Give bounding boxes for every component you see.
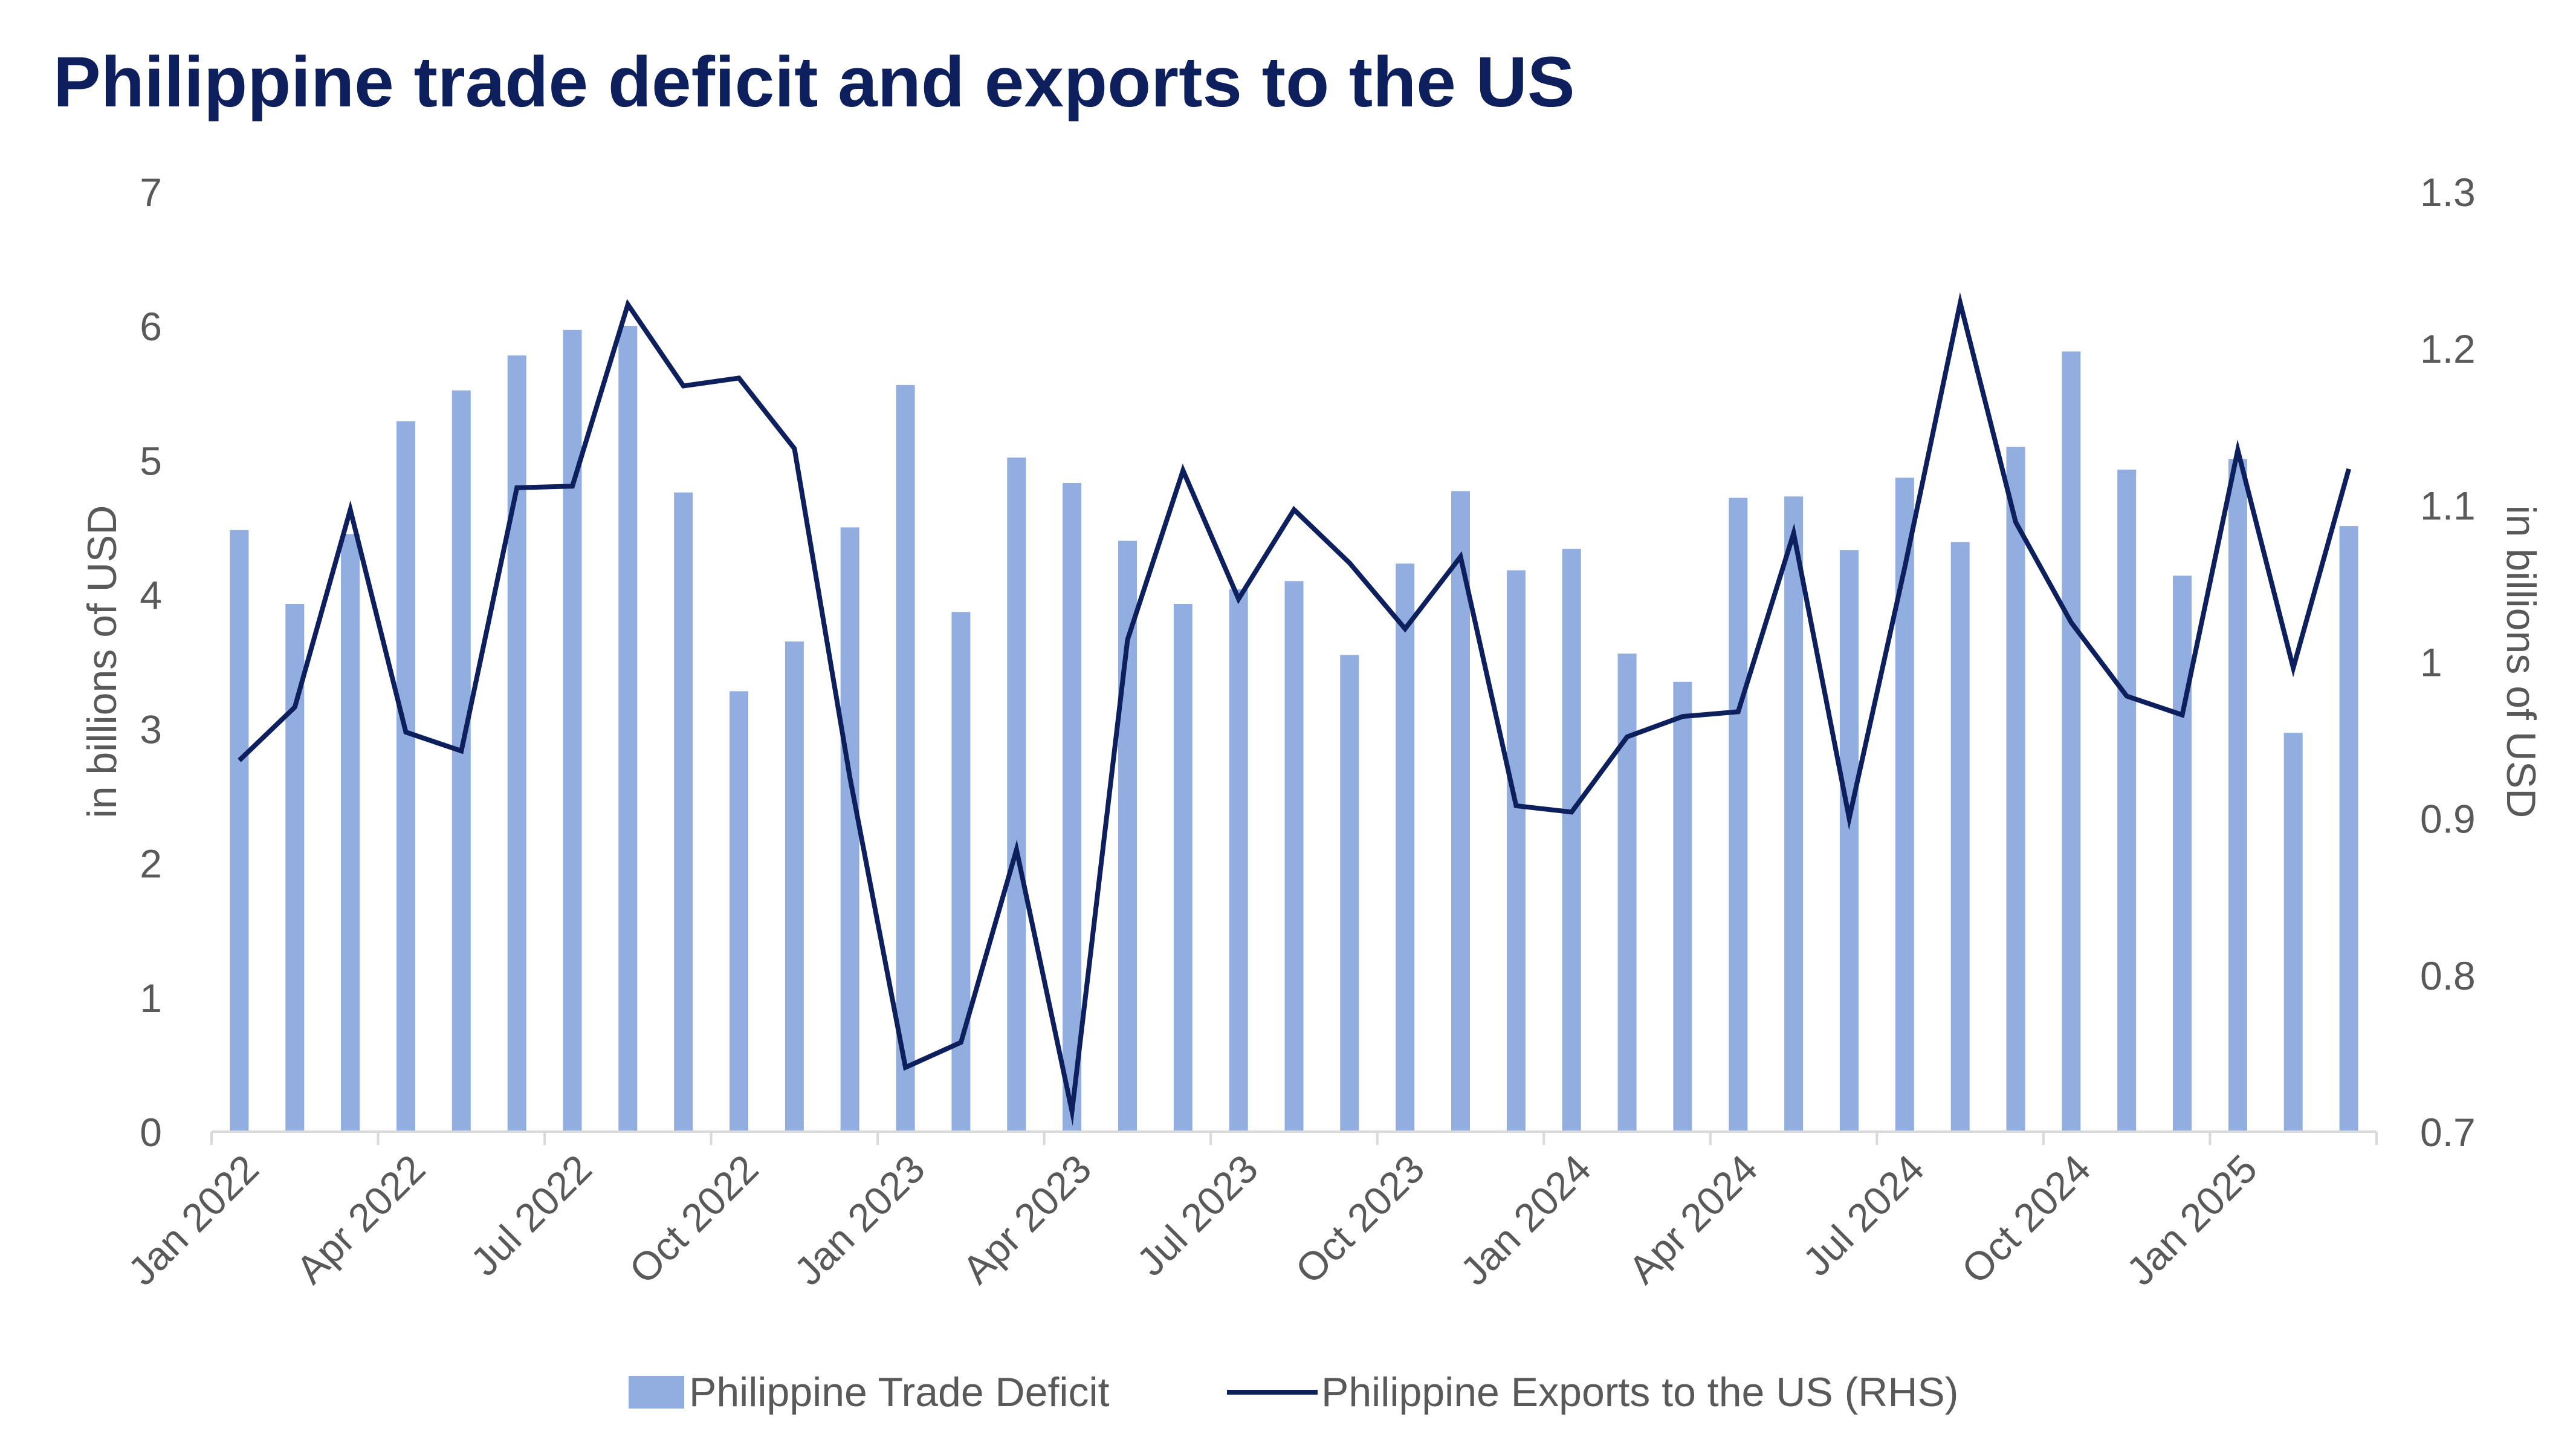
bar-aug-2024 — [1950, 542, 1970, 1132]
left-tick-label: 2 — [140, 841, 162, 886]
line-series-exports-us — [238, 292, 2351, 1126]
x-tick-label: Jan 2023 — [786, 1146, 933, 1294]
bar-dec-2022 — [840, 527, 859, 1132]
right-axis-title: in billions of USD — [2498, 505, 2544, 819]
legend-label-trade-deficit: Philippine Trade Deficit — [689, 1369, 1110, 1415]
bar-apr-2023 — [1063, 483, 1082, 1132]
bar-feb-2023 — [951, 612, 971, 1132]
right-tick-label: 1.1 — [2420, 483, 2476, 528]
x-tick-label: Jul 2024 — [1794, 1146, 1932, 1285]
left-tick-label: 4 — [140, 572, 162, 617]
bar-jul-2022 — [563, 329, 582, 1132]
left-tick-label: 7 — [140, 170, 162, 215]
x-tick-label: Jul 2022 — [462, 1146, 600, 1285]
x-tick-label: Jan 2022 — [119, 1146, 267, 1294]
left-tick-label: 5 — [140, 438, 162, 483]
left-tick-label: 1 — [140, 976, 162, 1020]
bar-mar-2022 — [341, 534, 360, 1132]
bar-jan-2023 — [896, 384, 915, 1132]
bar-nov-2024 — [2117, 469, 2137, 1132]
x-tick-label: Oct 2023 — [1287, 1146, 1433, 1292]
bar-mar-2024 — [1673, 681, 1692, 1132]
legend-label-exports-us: Philippine Exports to the US (RHS) — [1321, 1369, 1958, 1415]
bar-series-trade-deficit — [230, 326, 2358, 1132]
left-axis-ticks: 0 1 2 3 4 5 6 7 — [140, 170, 162, 1155]
bar-jul-2023 — [1229, 589, 1248, 1132]
bar-apr-2024 — [1729, 498, 1748, 1132]
bar-nov-2022 — [785, 641, 804, 1132]
left-axis-title: in billions of USD — [79, 505, 125, 819]
left-tick-label: 3 — [140, 707, 162, 752]
bar-jan-2022 — [230, 530, 249, 1132]
bar-sep-2023 — [1340, 655, 1359, 1132]
x-tick-label: Apr 2022 — [288, 1146, 434, 1292]
bar-mar-2025 — [2339, 526, 2358, 1132]
bar-jan-2024 — [1562, 548, 1581, 1132]
bar-may-2024 — [1784, 496, 1804, 1132]
bar-nov-2023 — [1451, 491, 1470, 1132]
right-tick-label: 0.8 — [2420, 953, 2476, 998]
right-tick-label: 1 — [2420, 640, 2442, 685]
legend-swatch-trade-deficit — [629, 1376, 684, 1409]
bar-sep-2022 — [674, 492, 693, 1132]
bar-jun-2023 — [1173, 604, 1193, 1132]
bar-oct-2023 — [1396, 563, 1415, 1132]
x-tick-label: Apr 2024 — [1620, 1146, 1766, 1292]
x-tick-label: Oct 2022 — [621, 1146, 767, 1292]
right-tick-label: 0.7 — [2420, 1110, 2476, 1155]
x-axis-ticks: Jan 2022 Apr 2022 Jul 2022 Oct 2022 Jan 2023… — [119, 1146, 2265, 1294]
left-tick-label: 6 — [140, 304, 162, 349]
bar-aug-2023 — [1284, 581, 1304, 1132]
x-tick-label: Apr 2023 — [954, 1146, 1100, 1292]
bar-dec-2024 — [2173, 576, 2192, 1132]
bar-may-2022 — [451, 390, 471, 1132]
bar-dec-2023 — [1506, 570, 1526, 1132]
right-axis-ticks: 0.7 0.8 0.9 1 1.1 1.2 1.3 — [2420, 170, 2476, 1155]
right-tick-label: 1.2 — [2420, 326, 2476, 371]
right-tick-label: 0.9 — [2420, 797, 2476, 841]
bar-feb-2024 — [1617, 653, 1637, 1132]
bar-jan-2025 — [2228, 459, 2247, 1132]
x-tick-label: Jan 2025 — [2118, 1146, 2265, 1294]
chart-title: Philippine trade deficit and exports to … — [53, 42, 1575, 122]
bar-sep-2024 — [2006, 447, 2025, 1132]
bar-jun-2022 — [507, 355, 526, 1132]
x-tick-label: Jul 2023 — [1128, 1146, 1266, 1285]
line-exports-us — [238, 292, 2351, 1126]
legend: Philippine Trade Deficit Philippine Expo… — [629, 1369, 1958, 1415]
bar-oct-2024 — [2062, 351, 2081, 1132]
x-tick-label: Jan 2024 — [1452, 1146, 1599, 1294]
bar-jun-2024 — [1840, 550, 1859, 1132]
axes — [210, 1130, 2378, 1145]
right-tick-label: 1.3 — [2420, 170, 2476, 215]
left-tick-label: 0 — [140, 1110, 162, 1155]
bar-may-2023 — [1118, 540, 1137, 1132]
bar-mar-2023 — [1007, 457, 1026, 1132]
x-tick-label: Oct 2024 — [1953, 1146, 2099, 1292]
bar-aug-2022 — [618, 326, 638, 1132]
bar-apr-2022 — [396, 421, 415, 1132]
bar-oct-2022 — [730, 691, 748, 1132]
bar-feb-2025 — [2283, 733, 2303, 1132]
